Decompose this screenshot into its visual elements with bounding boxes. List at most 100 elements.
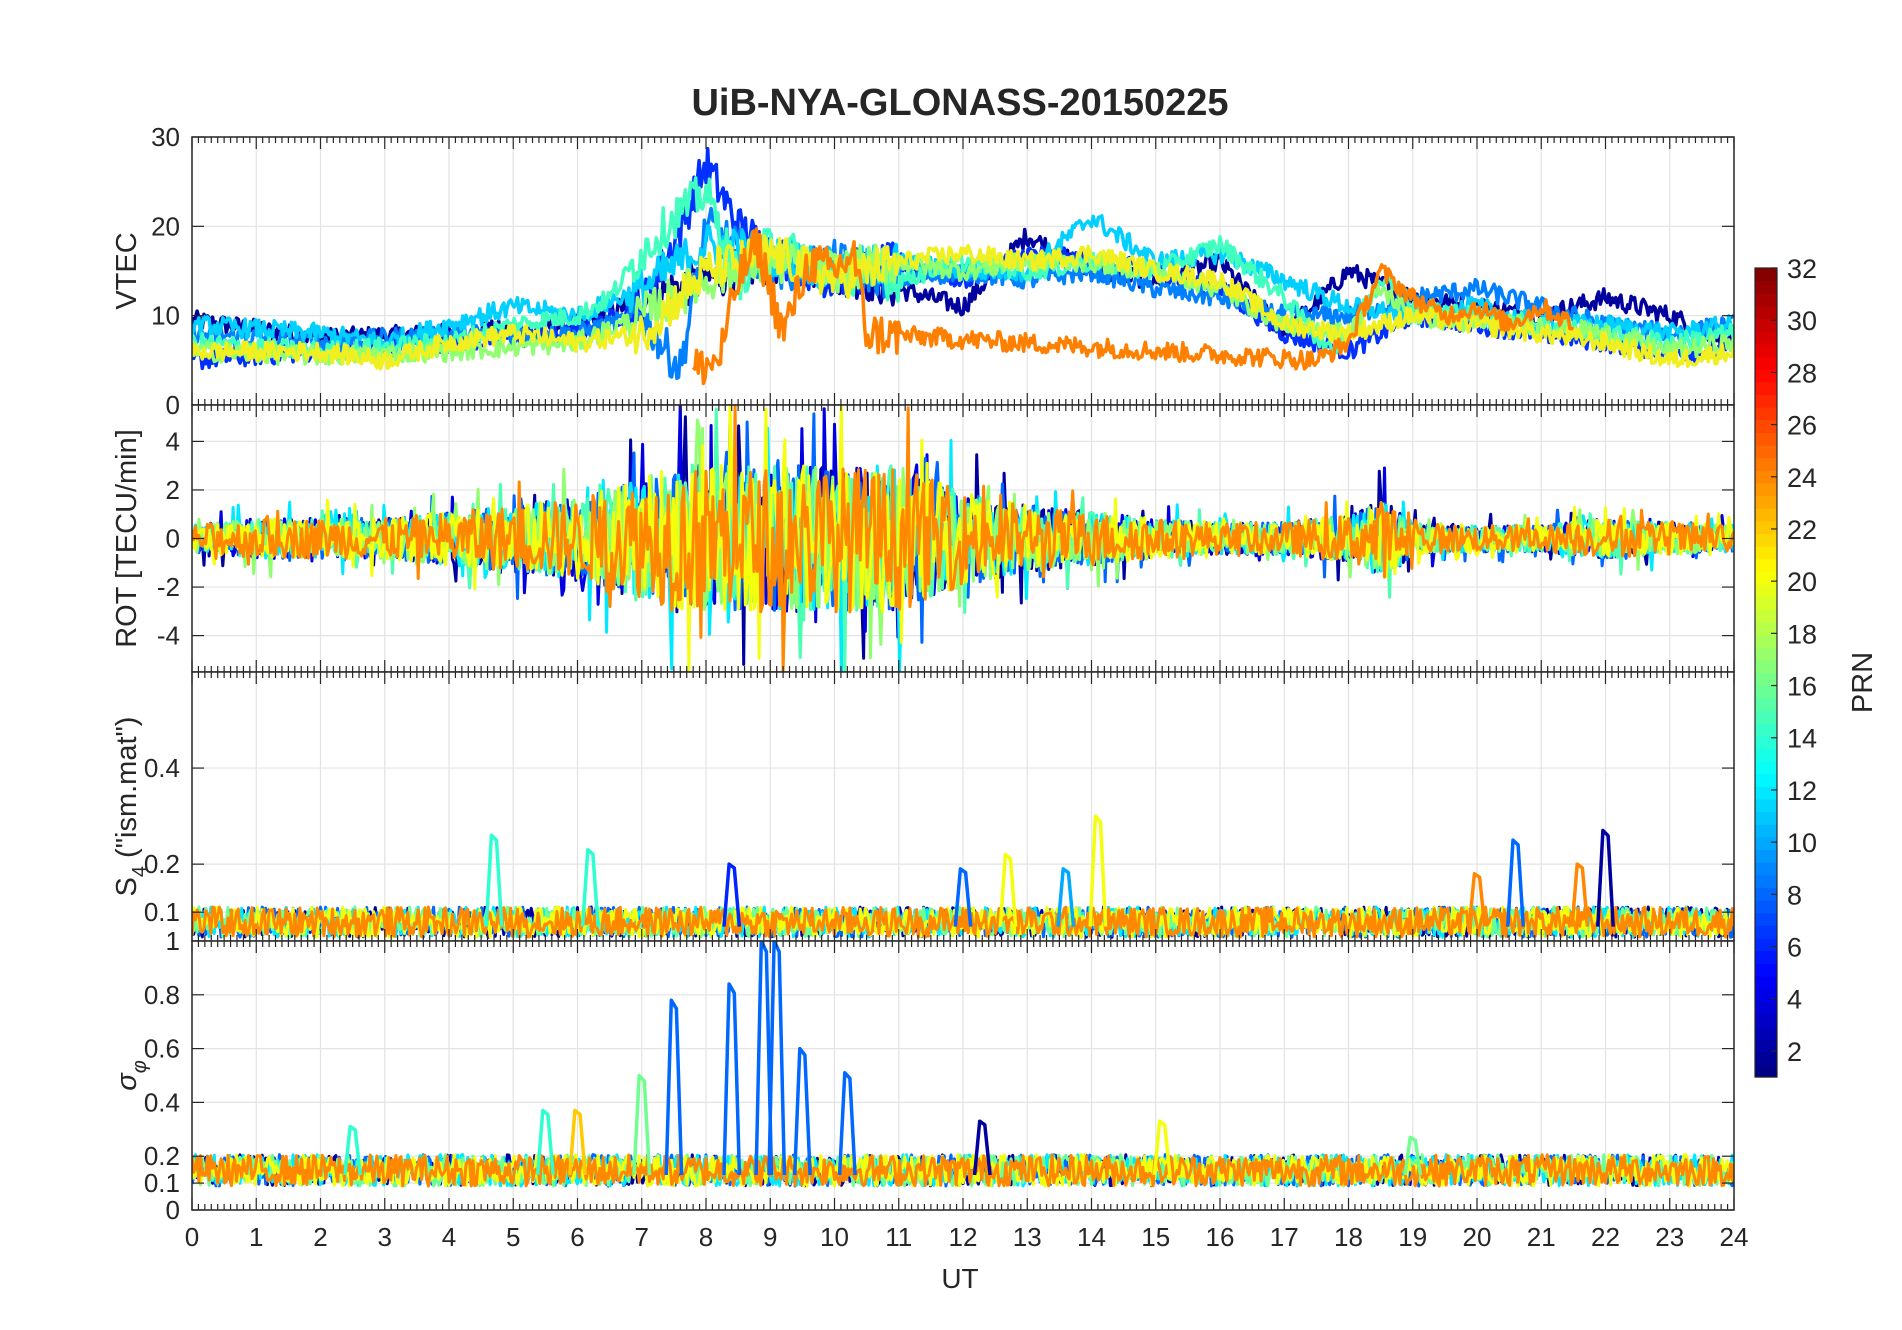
panel-sigma: 00.10.2 0.4 0.6 0.8 1 σφ	[111, 926, 1735, 1225]
colorbar-tick-label: 14	[1787, 724, 1817, 754]
x-tick-label: 18	[1334, 1222, 1363, 1252]
colorbar-swatch	[1755, 571, 1777, 585]
spike-prn-24	[1570, 862, 1590, 927]
y-tick-label: 0	[166, 1195, 180, 1225]
colorbar-tick-label: 8	[1787, 880, 1802, 910]
y-tick-label: 0	[166, 524, 180, 554]
colorbar-swatch	[1755, 584, 1777, 598]
y-tick-label: 0.6	[144, 1034, 180, 1064]
colorbar-swatch	[1755, 318, 1777, 332]
colorbar-swatch	[1755, 912, 1777, 926]
colorbar-swatch	[1755, 508, 1777, 522]
colorbar-tick-label: 32	[1787, 254, 1817, 284]
colorbar-swatch	[1755, 849, 1777, 863]
colorbar-swatch	[1755, 685, 1777, 699]
y-tick-label: 10	[151, 301, 180, 331]
colorbar-label: PRN	[1847, 652, 1879, 713]
spike-prn-22	[568, 1108, 587, 1176]
x-axis-label: UT	[941, 1263, 978, 1294]
colorbar-swatch	[1755, 1064, 1777, 1078]
series-line-prn-2	[192, 227, 1734, 349]
panel-s4: 0.1 0.2 0.4S4 ("ism.mat")	[111, 671, 1735, 942]
colorbar-swatch	[1755, 419, 1777, 433]
spike-prn-16	[1403, 1135, 1423, 1176]
colorbar-tick-label: 2	[1787, 1037, 1802, 1067]
colorbar-swatch	[1755, 836, 1777, 851]
colorbar-swatch	[1755, 1001, 1777, 1015]
y-tick-label: 2	[166, 475, 180, 505]
spike-prn-24	[1467, 872, 1487, 927]
colorbar-swatch	[1755, 798, 1777, 813]
colorbar-tick-label: 10	[1787, 828, 1817, 858]
y-tick-label: 30	[151, 122, 180, 152]
series-group	[192, 941, 1734, 1188]
spike-prn-8	[953, 867, 973, 927]
x-tick-label: 15	[1141, 1222, 1170, 1252]
x-axis: 0 1 2 3 4 5 6 7 8 9 10 11 12 13 14 15 16 17 18 19 20 21 22 23 24	[185, 1222, 1749, 1252]
y-tick-label: 1	[166, 926, 180, 956]
y-tick-label: 0.4	[144, 1087, 180, 1117]
colorbar-swatch	[1755, 887, 1777, 901]
y-tick-label: 4	[166, 426, 180, 456]
series-group	[192, 147, 1734, 386]
colorbar-swatch	[1755, 735, 1777, 749]
colorbar-swatch	[1755, 647, 1777, 661]
spike-prn-8	[837, 1071, 857, 1176]
colorbar-swatch	[1755, 697, 1777, 712]
spike-prn-8	[722, 982, 742, 1176]
colorbar-swatch	[1755, 710, 1777, 724]
spike-prn-20	[1152, 1119, 1172, 1176]
panel-vtec: 0 10 20 30 VTEC	[111, 122, 1735, 420]
x-tick-label: 13	[1013, 1222, 1042, 1252]
x-tick-label: 7	[635, 1222, 649, 1252]
y-tick-label: 0.2	[144, 849, 180, 879]
colorbar-swatch	[1755, 950, 1777, 964]
colorbar-swatch	[1755, 659, 1777, 674]
colorbar-swatch	[1755, 444, 1777, 459]
series-line-prn-24	[192, 1153, 1734, 1188]
colorbar-tick-label: 12	[1787, 776, 1817, 806]
colorbar-swatch	[1755, 381, 1777, 396]
spike-prn-8	[1506, 838, 1526, 927]
colorbar-swatch	[1755, 280, 1777, 294]
colorbar-swatch	[1755, 331, 1777, 345]
series-line-prn-24	[691, 227, 1575, 386]
colorbar-swatch	[1755, 760, 1777, 775]
colorbar-swatch	[1755, 672, 1777, 686]
x-tick-label: 21	[1527, 1222, 1556, 1252]
colorbar-swatch	[1755, 1051, 1777, 1065]
colorbar-swatch	[1755, 293, 1777, 307]
colorbar-swatch	[1755, 634, 1777, 648]
colorbar-swatch	[1755, 975, 1777, 990]
colorbar-swatch	[1755, 546, 1777, 560]
colorbar-swatch	[1755, 482, 1777, 497]
panel-rot: -4 -2 0 2 4 ROT [TECU/min]	[111, 404, 1735, 673]
x-tick-label: 10	[820, 1222, 849, 1252]
y-tick-label: 0.1	[144, 897, 180, 927]
spike-prn-14	[535, 1108, 555, 1176]
colorbar-swatch	[1755, 407, 1777, 421]
x-tick-label: 11	[885, 1222, 912, 1252]
x-tick-label: 1	[249, 1222, 263, 1252]
series-line-prn-20	[192, 234, 1734, 371]
colorbar-tick-label: 24	[1787, 463, 1817, 493]
x-tick-label: 2	[313, 1222, 327, 1252]
colorbar-swatch	[1755, 621, 1777, 636]
colorbar-tick-label: 30	[1787, 306, 1817, 336]
colorbar-swatch	[1755, 432, 1777, 446]
colorbar-swatch	[1755, 369, 1777, 383]
spike-prn-2	[1596, 828, 1615, 927]
colorbar-tick-label: 26	[1787, 411, 1817, 441]
x-tick-label: 4	[442, 1222, 456, 1252]
colorbar-swatch	[1755, 824, 1777, 838]
y-tick-label: 0.8	[144, 980, 180, 1010]
x-tick-label: 16	[1206, 1222, 1235, 1252]
y-axis-label: S4 ("ism.mat")	[111, 717, 151, 897]
y-axis-label: ROT [TECU/min]	[111, 429, 143, 648]
spike-prn-14	[580, 847, 600, 927]
colorbar-swatch	[1755, 305, 1777, 320]
colorbar-swatch	[1755, 862, 1777, 876]
x-tick-label: 12	[949, 1222, 978, 1252]
